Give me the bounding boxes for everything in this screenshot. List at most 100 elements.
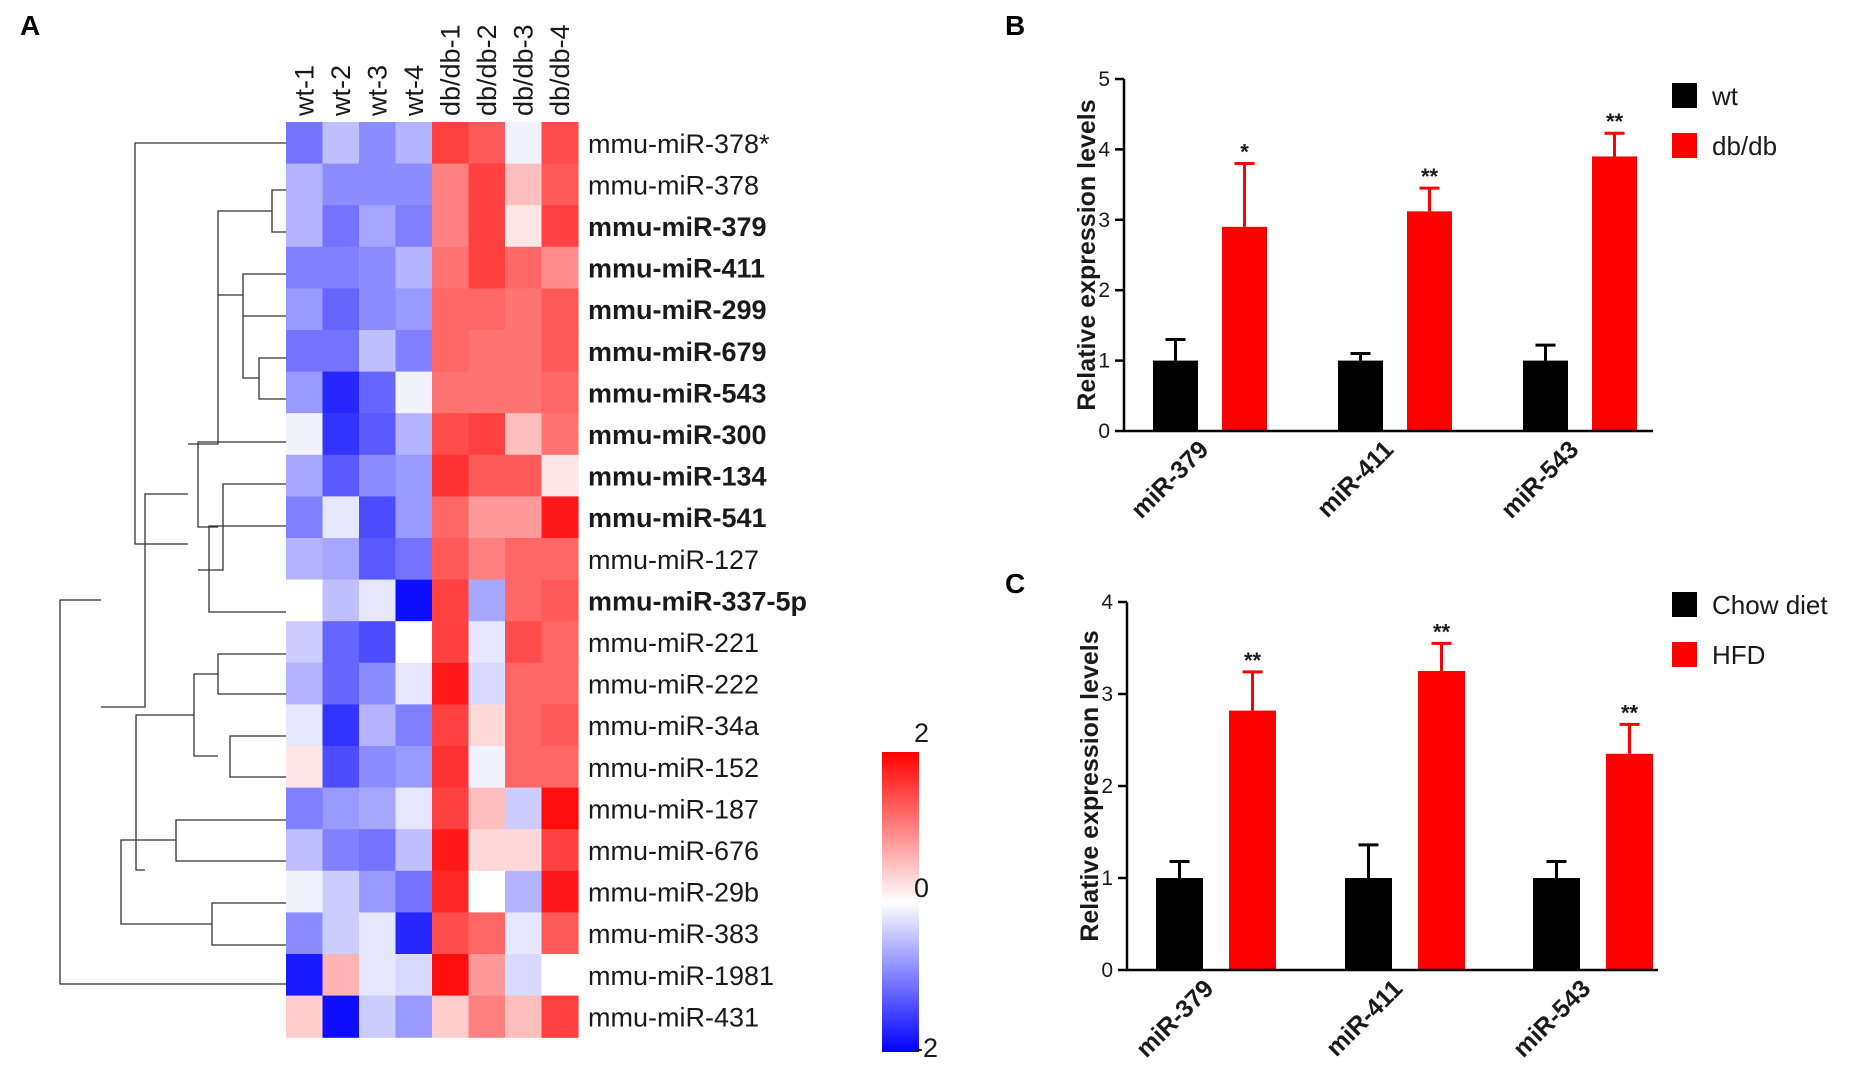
- heatmap-cell-mmu-mir-383-wt-2: [322, 912, 360, 955]
- legend-b: wt db/db: [1672, 81, 1777, 161]
- y-axis-title-c: Relative expression levels: [1076, 630, 1104, 941]
- heatmap-cell-mmu-mir-34a-wt-3: [359, 704, 397, 747]
- heatmap-cell-mmu-mir-29b-wt-2: [322, 870, 360, 913]
- row-label-mmu-mir-379: mmu-miR-379: [588, 212, 767, 242]
- heatmap-cell-mmu-mir-127-db-db-1: [432, 538, 470, 581]
- colorbar-label-max: 2: [914, 718, 929, 748]
- heatmap-cell-mmu-mir-411-db-db-2: [468, 246, 506, 289]
- y-ticks-c: 0 1 2 3 4: [1101, 591, 1127, 982]
- y-tick-label-1: 1: [1098, 350, 1110, 373]
- row-label-mmu-mir-378: mmu-miR-378: [588, 170, 759, 200]
- heatmap-cell-mmu-mir-379-wt-1: [286, 205, 324, 248]
- heatmap-cell-mmu-mir-543-db-db-4: [541, 371, 579, 414]
- heatmap-cell-mmu-mir-29b-db-db-3: [505, 870, 543, 913]
- heatmap-cell-mmu-mir-187-wt-3: [359, 787, 397, 830]
- heatmap-cell-mmu-mir-300-db-db-4: [541, 413, 579, 456]
- heatmap-panel-a: wt-1 wt-2 wt-3 wt-4 db/db-1 db/db-2 db/db-3 db/…: [59, 24, 938, 1063]
- heatmap-cell-mmu-mir-337-5p-wt-4: [395, 579, 433, 622]
- row-label-mmu-mir-187: mmu-miR-187: [588, 794, 759, 824]
- heatmap-cell-mmu-mir-379-db-db-1: [432, 205, 470, 248]
- heatmap-cell-mmu-mir-1981-db-db-4: [541, 954, 579, 997]
- heatmap-cell-mmu-mir-300-db-db-2: [468, 413, 506, 456]
- row-label-mmu-mir-152: mmu-miR-152: [588, 753, 759, 783]
- colorbar-label-mid: 0: [914, 873, 929, 903]
- heatmap-cell-mmu-mir-299-db-db-2: [468, 288, 506, 331]
- heatmap-cell-mmu-mir-379-wt-3: [359, 205, 397, 248]
- row-label-mmu-mir-431: mmu-miR-431: [588, 1002, 759, 1032]
- heatmap-cell-mmu-mir-411-wt-2: [322, 246, 360, 289]
- heatmap-cell-mmu-mir-127-wt-1: [286, 538, 324, 581]
- x-tick-label-mir-379: miR-379: [1131, 974, 1220, 1063]
- y-tick-label-1: 1: [1101, 867, 1113, 890]
- heatmap-cell-mmu-mir-679-wt-1: [286, 330, 324, 373]
- heatmap-cell-mmu-mir-411-wt-4: [395, 246, 433, 289]
- heatmap-cell-mmu-mir-1981-db-db-3: [505, 954, 543, 997]
- heatmap-cell-mmu-mir-676-wt-3: [359, 829, 397, 872]
- y-tick-label-2: 2: [1098, 279, 1110, 302]
- heatmap-cell-mmu-mir-679-db-db-2: [468, 330, 506, 373]
- heatmap-cell-mmu-mir-676-wt-1: [286, 829, 324, 872]
- bar-chow-diet-mir-379: [1156, 878, 1203, 970]
- heatmap-cell-mmu-mir-379-db-db-4: [541, 205, 579, 248]
- heatmap-cell-mmu-mir-383-db-db-1: [432, 912, 470, 955]
- colorbar: 2 0 -2: [882, 718, 938, 1063]
- heatmap-cell-mmu-mir-431-db-db-2: [468, 995, 506, 1038]
- heatmap-cell-mmu-mir-127-db-db-3: [505, 538, 543, 581]
- colorbar-label-min: -2: [914, 1033, 938, 1063]
- heatmap-cell-mmu-mir-679-wt-4: [395, 330, 433, 373]
- bars-b: *****: [1153, 109, 1637, 431]
- heatmap-cell-mmu-mir-337-5p-wt-2: [322, 579, 360, 622]
- heatmap-cell-mmu-mir-222-wt-2: [322, 662, 360, 705]
- heatmap-cell-mmu-mir-222-wt-3: [359, 662, 397, 705]
- heatmap-cell-mmu-mir-187-db-db-1: [432, 787, 470, 830]
- heatmap-cell-mmu-mir-337-5p-db-db-4: [541, 579, 579, 622]
- heatmap-cell-mmu-mir-679-wt-2: [322, 330, 360, 373]
- heatmap-cell-mmu-mir-1981-wt-3: [359, 954, 397, 997]
- column-label-db-db-1: db/db-1: [435, 24, 465, 116]
- bar-wt-mir-411: [1338, 360, 1383, 431]
- heatmap-cell-mmu-mir-378-db-db-1: [432, 163, 470, 206]
- bar-wt-mir-543: [1523, 360, 1568, 431]
- column-label-wt-1: wt-1: [289, 65, 319, 117]
- heatmap-cell-mmu-mir-383-db-db-2: [468, 912, 506, 955]
- row-label-mmu-mir-543: mmu-miR-543: [588, 378, 767, 408]
- heatmap-cell-mmu-mir-543-wt-2: [322, 371, 360, 414]
- heatmap-cell-mmu-mir-541-wt-3: [359, 496, 397, 539]
- bar-wt-mir-379: [1153, 360, 1198, 431]
- heatmap-cell-mmu-mir-379-wt-2: [322, 205, 360, 248]
- legend-label-dbdb: db/db: [1712, 131, 1777, 161]
- heatmap-cell-mmu-mir-676-db-db-4: [541, 829, 579, 872]
- row-label-mmu-mir-134: mmu-miR-134: [588, 462, 767, 492]
- column-label-db-db-4: db/db-4: [545, 24, 575, 116]
- heatmap-cell-mmu-mir-152-db-db-2: [468, 746, 506, 789]
- heatmap-cell-mmu-mir-134-db-db-1: [432, 454, 470, 497]
- heatmap-cell-mmu-mir-127-wt-3: [359, 538, 397, 581]
- row-label-mmu-mir-676: mmu-miR-676: [588, 836, 759, 866]
- heatmap-cell-mmu-mir-152-wt-4: [395, 746, 433, 789]
- heatmap-cell-mmu-mir-134-wt-4: [395, 454, 433, 497]
- heatmap-cell-mmu-mir-299-db-db-1: [432, 288, 470, 331]
- row-label-mmu-mir-127: mmu-miR-127: [588, 545, 759, 575]
- heatmap-cell-mmu-mir-299-db-db-3: [505, 288, 543, 331]
- significance-marker-mir-379: *: [1240, 139, 1249, 164]
- heatmap-cell-mmu-mir-300-wt-1: [286, 413, 324, 456]
- heatmap-cell-mmu-mir-134-db-db-2: [468, 454, 506, 497]
- legend-swatch-wt: [1672, 83, 1697, 108]
- legend-label-chow-diet: Chow diet: [1712, 590, 1828, 620]
- heatmap-cell-mmu-mir-300-db-db-3: [505, 413, 543, 456]
- heatmap-cell-mmu-mir-676-db-db-1: [432, 829, 470, 872]
- heatmap-cell-mmu-mir-34a-wt-4: [395, 704, 433, 747]
- heatmap-cell-mmu-mir-222-db-db-2: [468, 662, 506, 705]
- y-tick-label-3: 3: [1098, 209, 1110, 232]
- heatmap-cell-mmu-mir-383-wt-3: [359, 912, 397, 955]
- heatmap-cell-mmu-mir-29b-db-db-4: [541, 870, 579, 913]
- heatmap-cell-mmu-mir-300-wt-2: [322, 413, 360, 456]
- heatmap-cell-mmu-mir-134-wt-3: [359, 454, 397, 497]
- y-tick-label-2: 2: [1101, 775, 1113, 798]
- heatmap-cell-mmu-mir-134-db-db-4: [541, 454, 579, 497]
- row-label-mmu-mir-411: mmu-miR-411: [588, 254, 765, 284]
- heatmap-cell-mmu-mir-221-wt-3: [359, 621, 397, 664]
- y-tick-label-4: 4: [1098, 138, 1110, 161]
- x-tick-labels-b: miR-379 miR-411 miR-543: [1126, 435, 1585, 524]
- heatmap-cell-mmu-mir-1981-wt-4: [395, 954, 433, 997]
